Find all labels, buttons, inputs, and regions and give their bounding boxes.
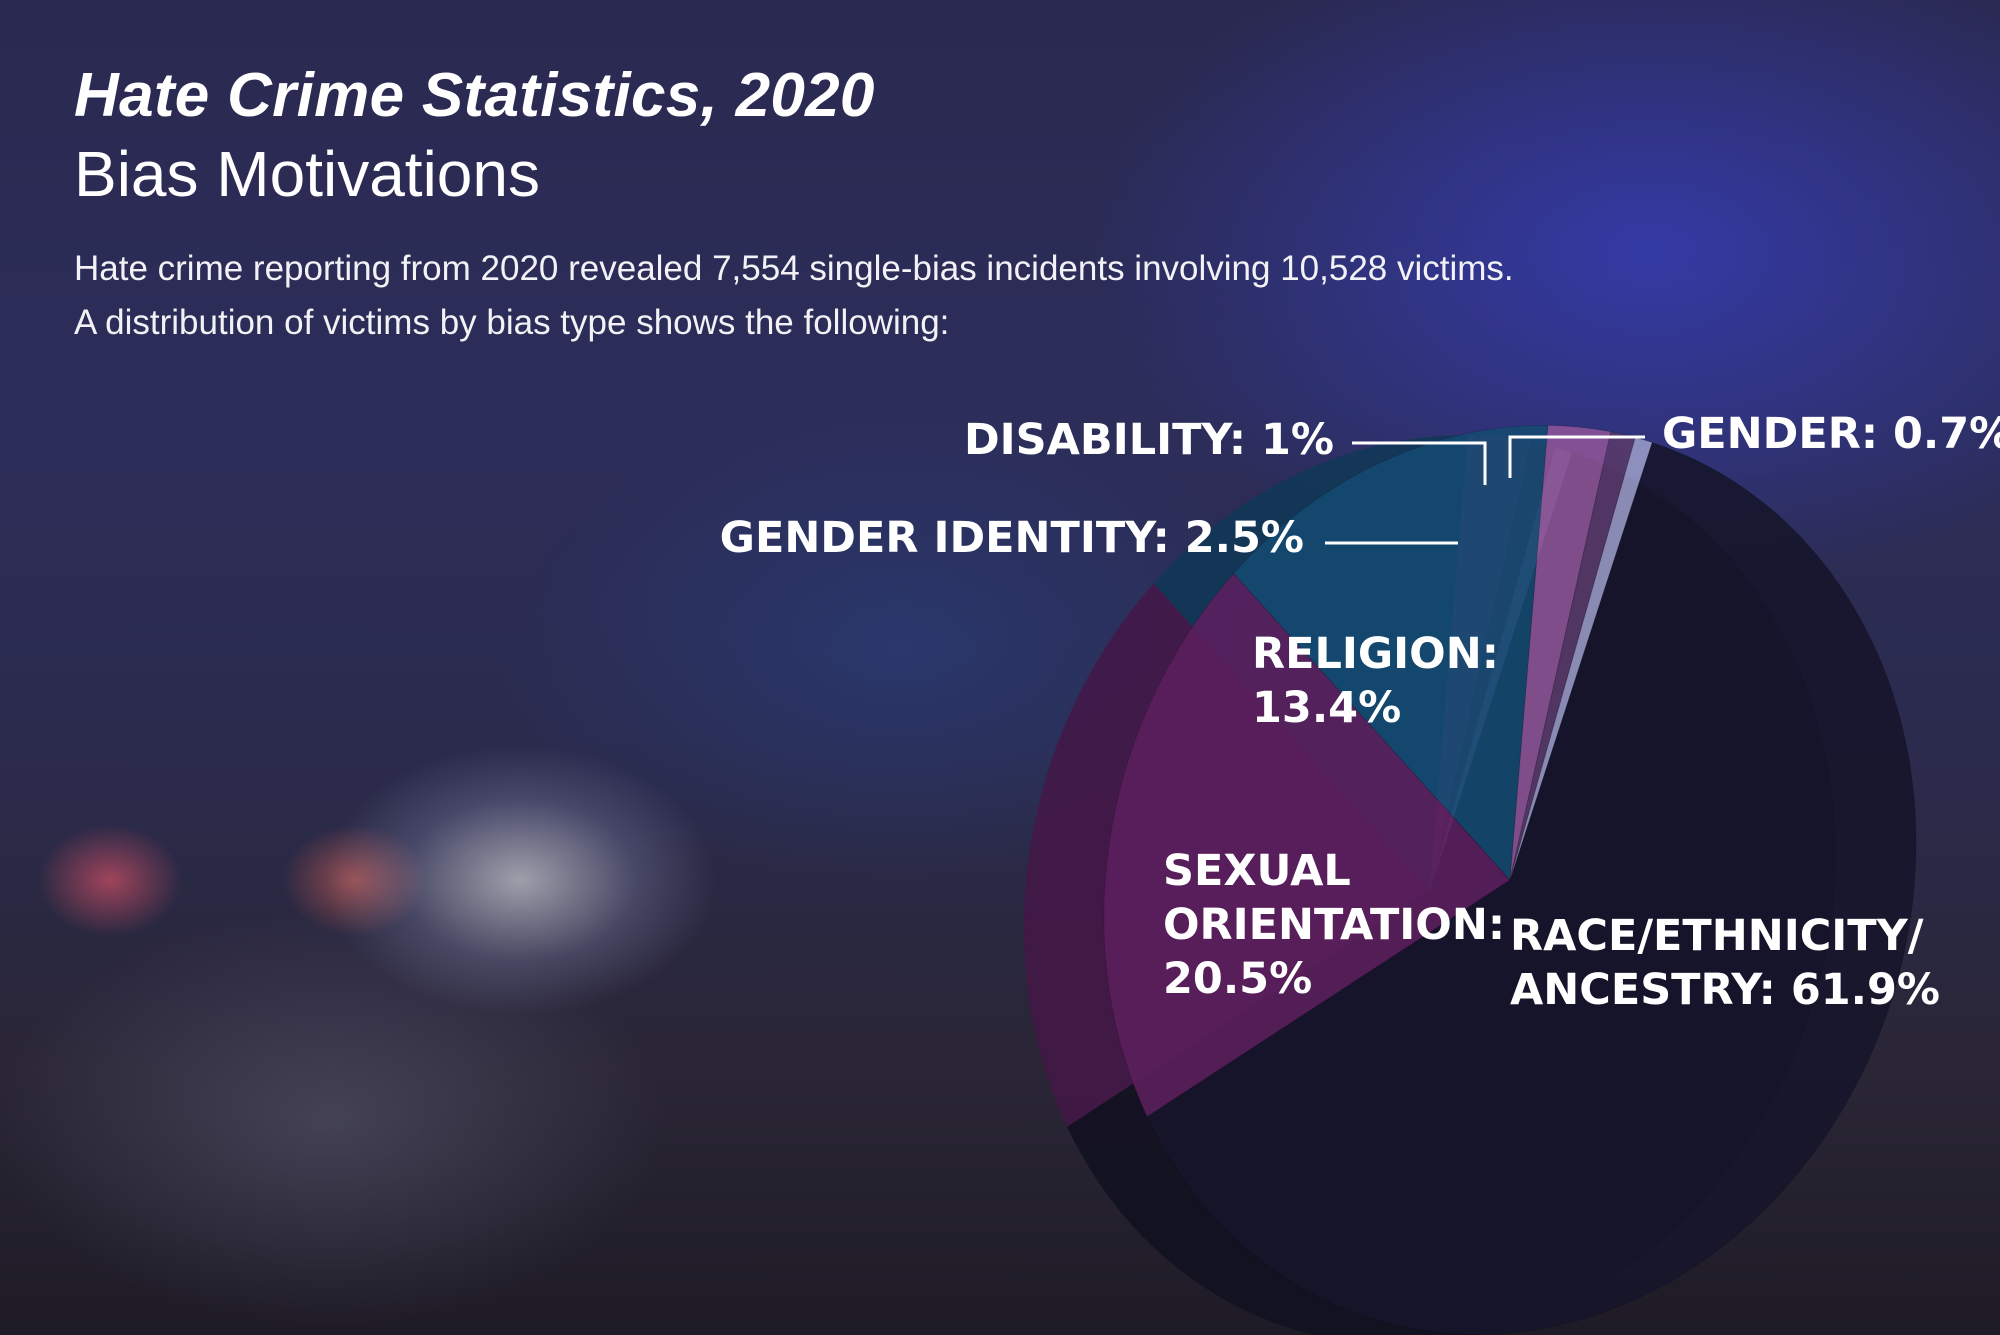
slice-label-sexual-orientation: SEXUAL ORIENTATION: 20.5% xyxy=(1163,846,1505,1004)
pie-labels: RACE/ETHNICITY/ANCESTRY: 61.9%SEXUAL ORIE… xyxy=(720,409,2000,1015)
slice-label-line: ORIENTATION: xyxy=(1163,900,1505,950)
chart-title: Hate Crime Statistics, 2020 xyxy=(74,61,875,130)
chart-subtitle: Bias Motivations xyxy=(74,138,540,210)
description-line-1: Hate crime reporting from 2020 revealed … xyxy=(74,249,1514,288)
pie-slice-sexual-orientation xyxy=(1103,572,1511,1118)
slice-label-disability: DISABILITY: 1% xyxy=(964,415,1334,465)
slice-label-line: GENDER IDENTITY: 2.5% xyxy=(720,513,1304,563)
slice-label-line: SEXUAL xyxy=(1163,846,1351,896)
pie-slice-religion xyxy=(1233,424,1549,882)
chart-description: Hate crime reporting from 2020 revealed … xyxy=(74,242,1874,350)
pie-slice-race-ethnicity-ancestry xyxy=(1146,441,1917,1335)
slice-label-line: RACE/ETHNICITY/ xyxy=(1510,911,1924,961)
slice-label-line: GENDER: 0.7% xyxy=(1662,409,2000,459)
leader-line-gender xyxy=(1508,435,1645,478)
slice-label-line: RELIGION: xyxy=(1252,629,1499,679)
slice-label-gender-identity: GENDER IDENTITY: 2.5% xyxy=(720,513,1304,563)
slice-label-race-ethnicity-ancestry: RACE/ETHNICITY/ANCESTRY: 61.9% xyxy=(1510,911,1940,1015)
header: Hate Crime Statistics, 2020 Bias Motivat… xyxy=(74,60,1874,350)
slice-label-line: ANCESTRY: 61.9% xyxy=(1510,965,1940,1015)
slice-label-line: 20.5% xyxy=(1163,954,1312,1004)
slice-label-line: DISABILITY: 1% xyxy=(964,415,1334,465)
description-line-2: A distribution of victims by bias type s… xyxy=(74,303,950,342)
slice-label-gender: GENDER: 0.7% xyxy=(1662,409,2000,459)
slice-label-religion: RELIGION: 13.4% xyxy=(1252,629,1499,733)
pie-slices xyxy=(1103,424,1917,1335)
leader-line-disability xyxy=(1352,441,1487,485)
slice-label-line: 13.4% xyxy=(1252,683,1401,733)
